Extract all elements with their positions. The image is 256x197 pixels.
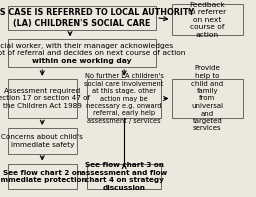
Bar xyxy=(8,164,77,189)
Text: Assessment required
section 17 or section 47 of
the Children Act 1989: Assessment required section 17 or sectio… xyxy=(0,88,90,109)
Text: Provide
help to
child and
family
from
universal
and
targeted
services: Provide help to child and family from un… xyxy=(191,65,223,132)
Text: See flow chart 3 on
assessment and flow
chart 4 on strategy
discussion: See flow chart 3 on assessment and flow … xyxy=(81,162,167,190)
Bar xyxy=(172,79,243,118)
Text: Social worker, with their manager acknowledges: Social worker, with their manager acknow… xyxy=(0,43,173,49)
Text: See flow chart 2 on
immediate protection: See flow chart 2 on immediate protection xyxy=(0,170,87,183)
Bar xyxy=(8,79,77,118)
Text: CHILD'S CASE IS REFERRED TO LOCAL AUTHORITY
(LA) CHILDREN'S SOCIAL CARE: CHILD'S CASE IS REFERRED TO LOCAL AUTHOR… xyxy=(0,8,194,28)
Text: Concerns about child's
immediate safety: Concerns about child's immediate safety xyxy=(1,134,83,148)
Bar xyxy=(172,4,243,35)
Bar xyxy=(87,164,161,189)
Text: No further LA children's
social care involvement
at this stage. other
action may: No further LA children's social care inv… xyxy=(84,73,164,124)
Text: within one working day: within one working day xyxy=(32,58,132,64)
Bar xyxy=(8,39,156,67)
Text: Feedback
to referrer
on next
course of
action: Feedback to referrer on next course of a… xyxy=(188,2,226,38)
Bar xyxy=(87,79,161,118)
Bar xyxy=(8,6,156,30)
Bar xyxy=(8,128,77,154)
Text: receipt of referral and decides on next course of action: receipt of referral and decides on next … xyxy=(0,50,185,56)
